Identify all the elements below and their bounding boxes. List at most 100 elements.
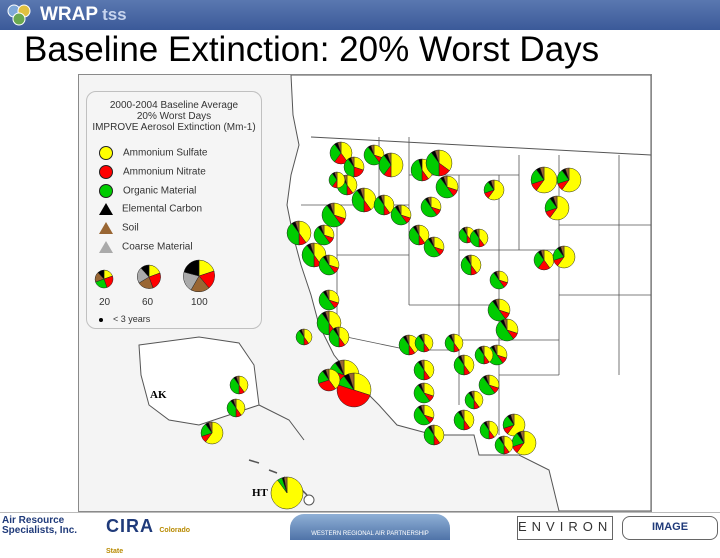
site-pie-slice [485, 420, 490, 431]
legend-item-label: Organic Material [123, 185, 197, 197]
site-pie-slice [283, 476, 288, 494]
site-pie-slice [413, 406, 431, 426]
site-pie-slice [398, 336, 410, 356]
site-pie-slice [348, 372, 355, 391]
site-pie-slice [325, 289, 330, 301]
site-pie-slice [493, 344, 498, 356]
site-pie-slice [467, 254, 472, 266]
site-pie-slice [226, 400, 237, 418]
site-pie-slice [318, 256, 336, 276]
site-pie-slice [503, 435, 514, 453]
three-years-label: < 3 years [113, 314, 151, 324]
site-pie-slice [564, 167, 570, 181]
site-pie-slice [490, 179, 495, 191]
site-pie-slice [338, 326, 350, 346]
site-pie-slice [516, 430, 537, 456]
site-pie-slice [380, 194, 385, 206]
site-pie-slice [413, 361, 425, 381]
site-pie-slice [415, 224, 420, 236]
site-pie-slice [295, 330, 305, 346]
site-pie-slice [495, 320, 514, 342]
site-pie-slice [438, 149, 453, 171]
three-years-note: < 3 years [99, 314, 150, 324]
site-pie-slice [463, 409, 475, 429]
site-pie-slice [370, 144, 375, 156]
header-bar: WRAP tss [0, 0, 720, 30]
site-pie-slice [485, 374, 490, 386]
legend-size-pies [94, 259, 215, 293]
site-pie-slice [561, 167, 582, 193]
site-pie-slice [536, 166, 558, 194]
site-pie-slice [420, 382, 425, 394]
site-pie-slice [420, 333, 425, 344]
organic-swatch-icon [99, 184, 113, 198]
size-label-20: 20 [99, 297, 111, 308]
site-pie-slice [519, 430, 525, 444]
wrap-footer-text: WESTERN REGIONAL AIR PARTNERSHIP [311, 531, 429, 537]
wrap-footer-logo: WESTERN REGIONAL AIR PARTNERSHIP [290, 514, 450, 540]
site-pie-slice [453, 411, 465, 431]
legend-item-soil: Soil [99, 222, 139, 236]
legend-item-elemental-carbon: Elemental Carbon [99, 203, 202, 217]
site-pie-slice [463, 354, 475, 374]
site-pie-slice [232, 398, 237, 409]
site-pie-slice [435, 177, 454, 199]
site-pie-slice [301, 328, 305, 338]
site-pie-slice [434, 149, 440, 164]
site-pie-slice [337, 141, 342, 154]
site-pie-slice [405, 334, 410, 346]
brand-suffix: tss [102, 5, 127, 24]
site-pie-slice [335, 326, 340, 338]
site-pie-slice [328, 328, 340, 348]
site-pie-slice [336, 384, 371, 408]
site-pie-slice [420, 404, 425, 416]
cira-text: CIRA [106, 516, 154, 536]
site-pie-slice [339, 359, 345, 376]
site-pie-slice [298, 220, 312, 244]
site-pie-slice [478, 376, 496, 396]
site-pie-slice [478, 228, 489, 246]
legend-item-nitrate: Ammonium Nitrate [99, 165, 206, 179]
site-pie-slice [353, 372, 372, 396]
site-pie-slice [552, 195, 558, 209]
site-pie-slice [560, 245, 565, 258]
site-pie-slice [503, 318, 508, 331]
site-pie-slice [539, 166, 545, 181]
legend-item-label: Elemental Carbon [122, 203, 203, 215]
legend-item-label: Soil [122, 222, 139, 234]
site-pie-slice [423, 359, 435, 379]
site-pie-slice [470, 254, 482, 274]
site-pie-slice [350, 156, 355, 168]
site-pie-slice [301, 244, 315, 268]
site-pie-slice [464, 392, 475, 410]
site-pie-slice [390, 152, 404, 178]
legend-title: 2000-2004 Baseline Average 20% Worst Day… [87, 100, 261, 133]
site-pie-slice [500, 435, 505, 446]
site-pie-slice [425, 152, 440, 177]
sulfate-swatch-icon [99, 146, 113, 160]
soil-swatch-icon [99, 222, 113, 234]
site-pie-slice [444, 335, 455, 353]
site-pie-slice [336, 171, 346, 189]
site-pie-slice [453, 333, 464, 351]
site-pie-slice [453, 356, 465, 376]
site-pie-slice [383, 194, 395, 214]
legend-title-line-2: 20% Worst Days [136, 111, 212, 122]
site-pie-slice [423, 333, 434, 351]
site-pie-slice [489, 272, 505, 290]
site-pie-slice [205, 421, 224, 445]
site-pie-slice [487, 179, 505, 201]
site-pie-slice [235, 398, 246, 416]
site-pie-slice [390, 206, 408, 226]
site-pies [200, 141, 582, 510]
site-pie-slice [418, 158, 423, 171]
footer-bar: Air Resource Specialists, Inc. CIRA Color… [0, 512, 720, 555]
site-pie-slice [313, 226, 331, 246]
site-pie-slice [470, 390, 475, 401]
site-pie-slice [420, 198, 438, 218]
site-pie-slice [540, 249, 545, 261]
site-pie-slice [309, 242, 315, 256]
site-pie-slice [460, 409, 465, 421]
nitrate-swatch-icon [99, 165, 113, 179]
site-pie-slice [494, 437, 505, 455]
